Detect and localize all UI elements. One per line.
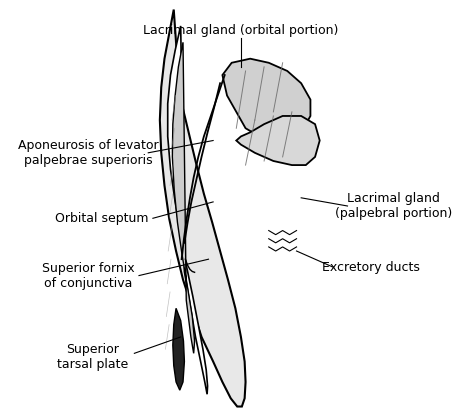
PathPatch shape <box>168 26 208 394</box>
Text: Lacrimal gland
(palpebral portion): Lacrimal gland (palpebral portion) <box>335 192 453 220</box>
PathPatch shape <box>222 59 310 140</box>
PathPatch shape <box>173 308 184 390</box>
Text: Excretory ducts: Excretory ducts <box>322 261 419 274</box>
Text: Superior fornix
of conjunctiva: Superior fornix of conjunctiva <box>42 262 134 290</box>
PathPatch shape <box>237 116 319 165</box>
PathPatch shape <box>160 9 246 407</box>
Text: Orbital septum: Orbital septum <box>55 212 149 225</box>
PathPatch shape <box>173 42 195 353</box>
Text: Aponeurosis of levator
palpebrae superioris: Aponeurosis of levator palpebrae superio… <box>18 139 158 167</box>
Text: Lacrimal gland (orbital portion): Lacrimal gland (orbital portion) <box>143 23 338 37</box>
Text: Superior
tarsal plate: Superior tarsal plate <box>57 344 128 371</box>
